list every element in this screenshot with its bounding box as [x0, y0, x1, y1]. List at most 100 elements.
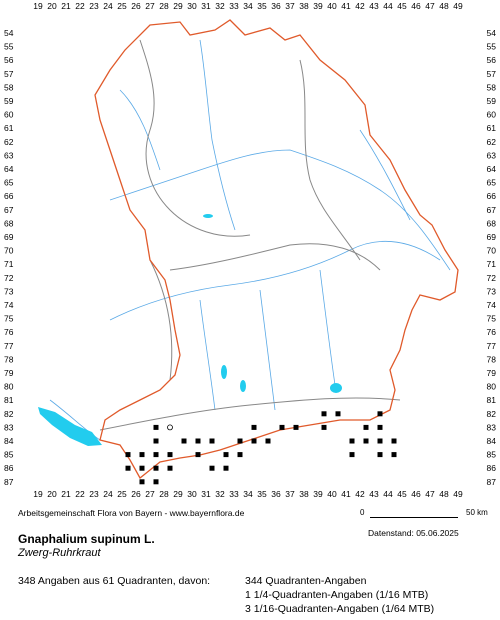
x-tick-top: 29: [173, 1, 183, 11]
y-tick-right: 63: [487, 150, 497, 160]
x-tick-bottom: 32: [215, 489, 225, 499]
datestamp: Datenstand: 05.06.2025: [368, 528, 459, 538]
occurrence-square: [153, 479, 159, 485]
y-tick-right: 70: [487, 246, 497, 256]
x-tick-top: 47: [425, 1, 435, 11]
y-tick-left: 74: [4, 300, 14, 310]
y-tick-left: 75: [4, 314, 14, 324]
x-tick-bottom: 23: [89, 489, 99, 499]
x-tick-bottom: 33: [229, 489, 239, 499]
y-tick-left: 81: [4, 395, 14, 405]
x-tick-top: 44: [383, 1, 393, 11]
river-south-2: [259, 289, 276, 411]
x-tick-bottom: 40: [327, 489, 337, 499]
y-tick-right: 61: [487, 123, 497, 133]
occurrence-circle: [167, 424, 173, 431]
y-tick-left: 61: [4, 123, 14, 133]
scale-zero-label: 0: [360, 508, 365, 517]
y-tick-left: 57: [4, 69, 14, 79]
x-tick-top: 25: [117, 1, 127, 11]
y-tick-left: 85: [4, 450, 14, 460]
scale-bar: [370, 517, 458, 518]
occurrence-square: [167, 452, 173, 458]
occurrence-square: [181, 438, 187, 444]
occurrence-square: [223, 465, 229, 471]
y-tick-right: 87: [487, 477, 497, 487]
x-tick-bottom: 26: [131, 489, 141, 499]
y-tick-right: 75: [487, 314, 497, 324]
y-tick-left: 65: [4, 178, 14, 188]
x-tick-bottom: 22: [75, 489, 85, 499]
y-tick-right: 77: [487, 341, 497, 351]
occurrence-square: [377, 438, 383, 444]
y-tick-right: 76: [487, 327, 497, 337]
x-tick-top: 27: [145, 1, 155, 11]
y-tick-right: 55: [487, 42, 497, 52]
x-tick-top: 45: [397, 1, 407, 11]
y-tick-left: 64: [4, 164, 14, 174]
occurrence-square: [335, 411, 341, 417]
river-south-3: [319, 269, 336, 386]
occurrence-square: [363, 438, 369, 444]
x-tick-bottom: 36: [271, 489, 281, 499]
river-south-1: [199, 299, 216, 411]
y-tick-left: 82: [4, 409, 14, 419]
river-east: [359, 129, 411, 221]
boundary-south: [99, 397, 401, 431]
occurrence-square: [237, 452, 243, 458]
x-tick-top: 38: [299, 1, 309, 11]
x-tick-bottom: 37: [285, 489, 295, 499]
y-tick-right: 81: [487, 395, 497, 405]
x-tick-bottom: 25: [117, 489, 127, 499]
y-tick-left: 86: [4, 463, 14, 473]
x-tick-bottom: 43: [369, 489, 379, 499]
river-north: [199, 39, 236, 231]
x-tick-top: 46: [411, 1, 421, 11]
y-tick-left: 79: [4, 368, 14, 378]
x-tick-top: 24: [103, 1, 113, 11]
y-tick-left: 84: [4, 436, 14, 446]
common-name: Zwerg-Ruhrkraut: [18, 547, 101, 559]
boundary-west: [149, 259, 173, 381]
x-tick-bottom: 39: [313, 489, 323, 499]
x-tick-top: 30: [187, 1, 197, 11]
y-tick-right: 68: [487, 218, 497, 228]
y-tick-left: 76: [4, 327, 14, 337]
occurrence-square: [139, 465, 145, 471]
x-tick-bottom: 47: [425, 489, 435, 499]
credit-line: Arbeitsgemeinschaft Flora von Bayern - w…: [18, 508, 245, 518]
y-tick-right: 60: [487, 110, 497, 120]
x-tick-bottom: 35: [257, 489, 267, 499]
x-tick-top: 23: [89, 1, 99, 11]
occurrence-square: [265, 438, 271, 444]
x-tick-top: 20: [47, 1, 57, 11]
y-tick-right: 59: [487, 96, 497, 106]
x-tick-bottom: 24: [103, 489, 113, 499]
occurrence-square: [209, 438, 215, 444]
y-tick-left: 80: [4, 382, 14, 392]
y-tick-left: 73: [4, 286, 14, 296]
y-tick-left: 60: [4, 110, 14, 120]
occurrence-square: [153, 424, 159, 430]
x-tick-top: 41: [341, 1, 351, 11]
rivers: [49, 39, 451, 441]
species-name: Gnaphalium supinum L.: [18, 532, 155, 546]
occurrence-square: [377, 452, 383, 458]
x-tick-top: 22: [75, 1, 85, 11]
boundary-east: [299, 59, 361, 261]
y-tick-right: 71: [487, 259, 497, 269]
occurrence-square: [349, 452, 355, 458]
y-tick-left: 55: [4, 42, 14, 52]
y-tick-right: 58: [487, 82, 497, 92]
x-tick-top: 28: [159, 1, 169, 11]
y-tick-left: 56: [4, 55, 14, 65]
x-tick-top: 26: [131, 1, 141, 11]
x-tick-bottom: 28: [159, 489, 169, 499]
y-tick-left: 58: [4, 82, 14, 92]
occurrence-square: [377, 424, 383, 430]
lakes: [38, 214, 342, 446]
occurrence-square: [139, 479, 145, 485]
boundary-north: [139, 39, 251, 237]
state-border: [94, 19, 459, 479]
occurrence-square: [349, 438, 355, 444]
